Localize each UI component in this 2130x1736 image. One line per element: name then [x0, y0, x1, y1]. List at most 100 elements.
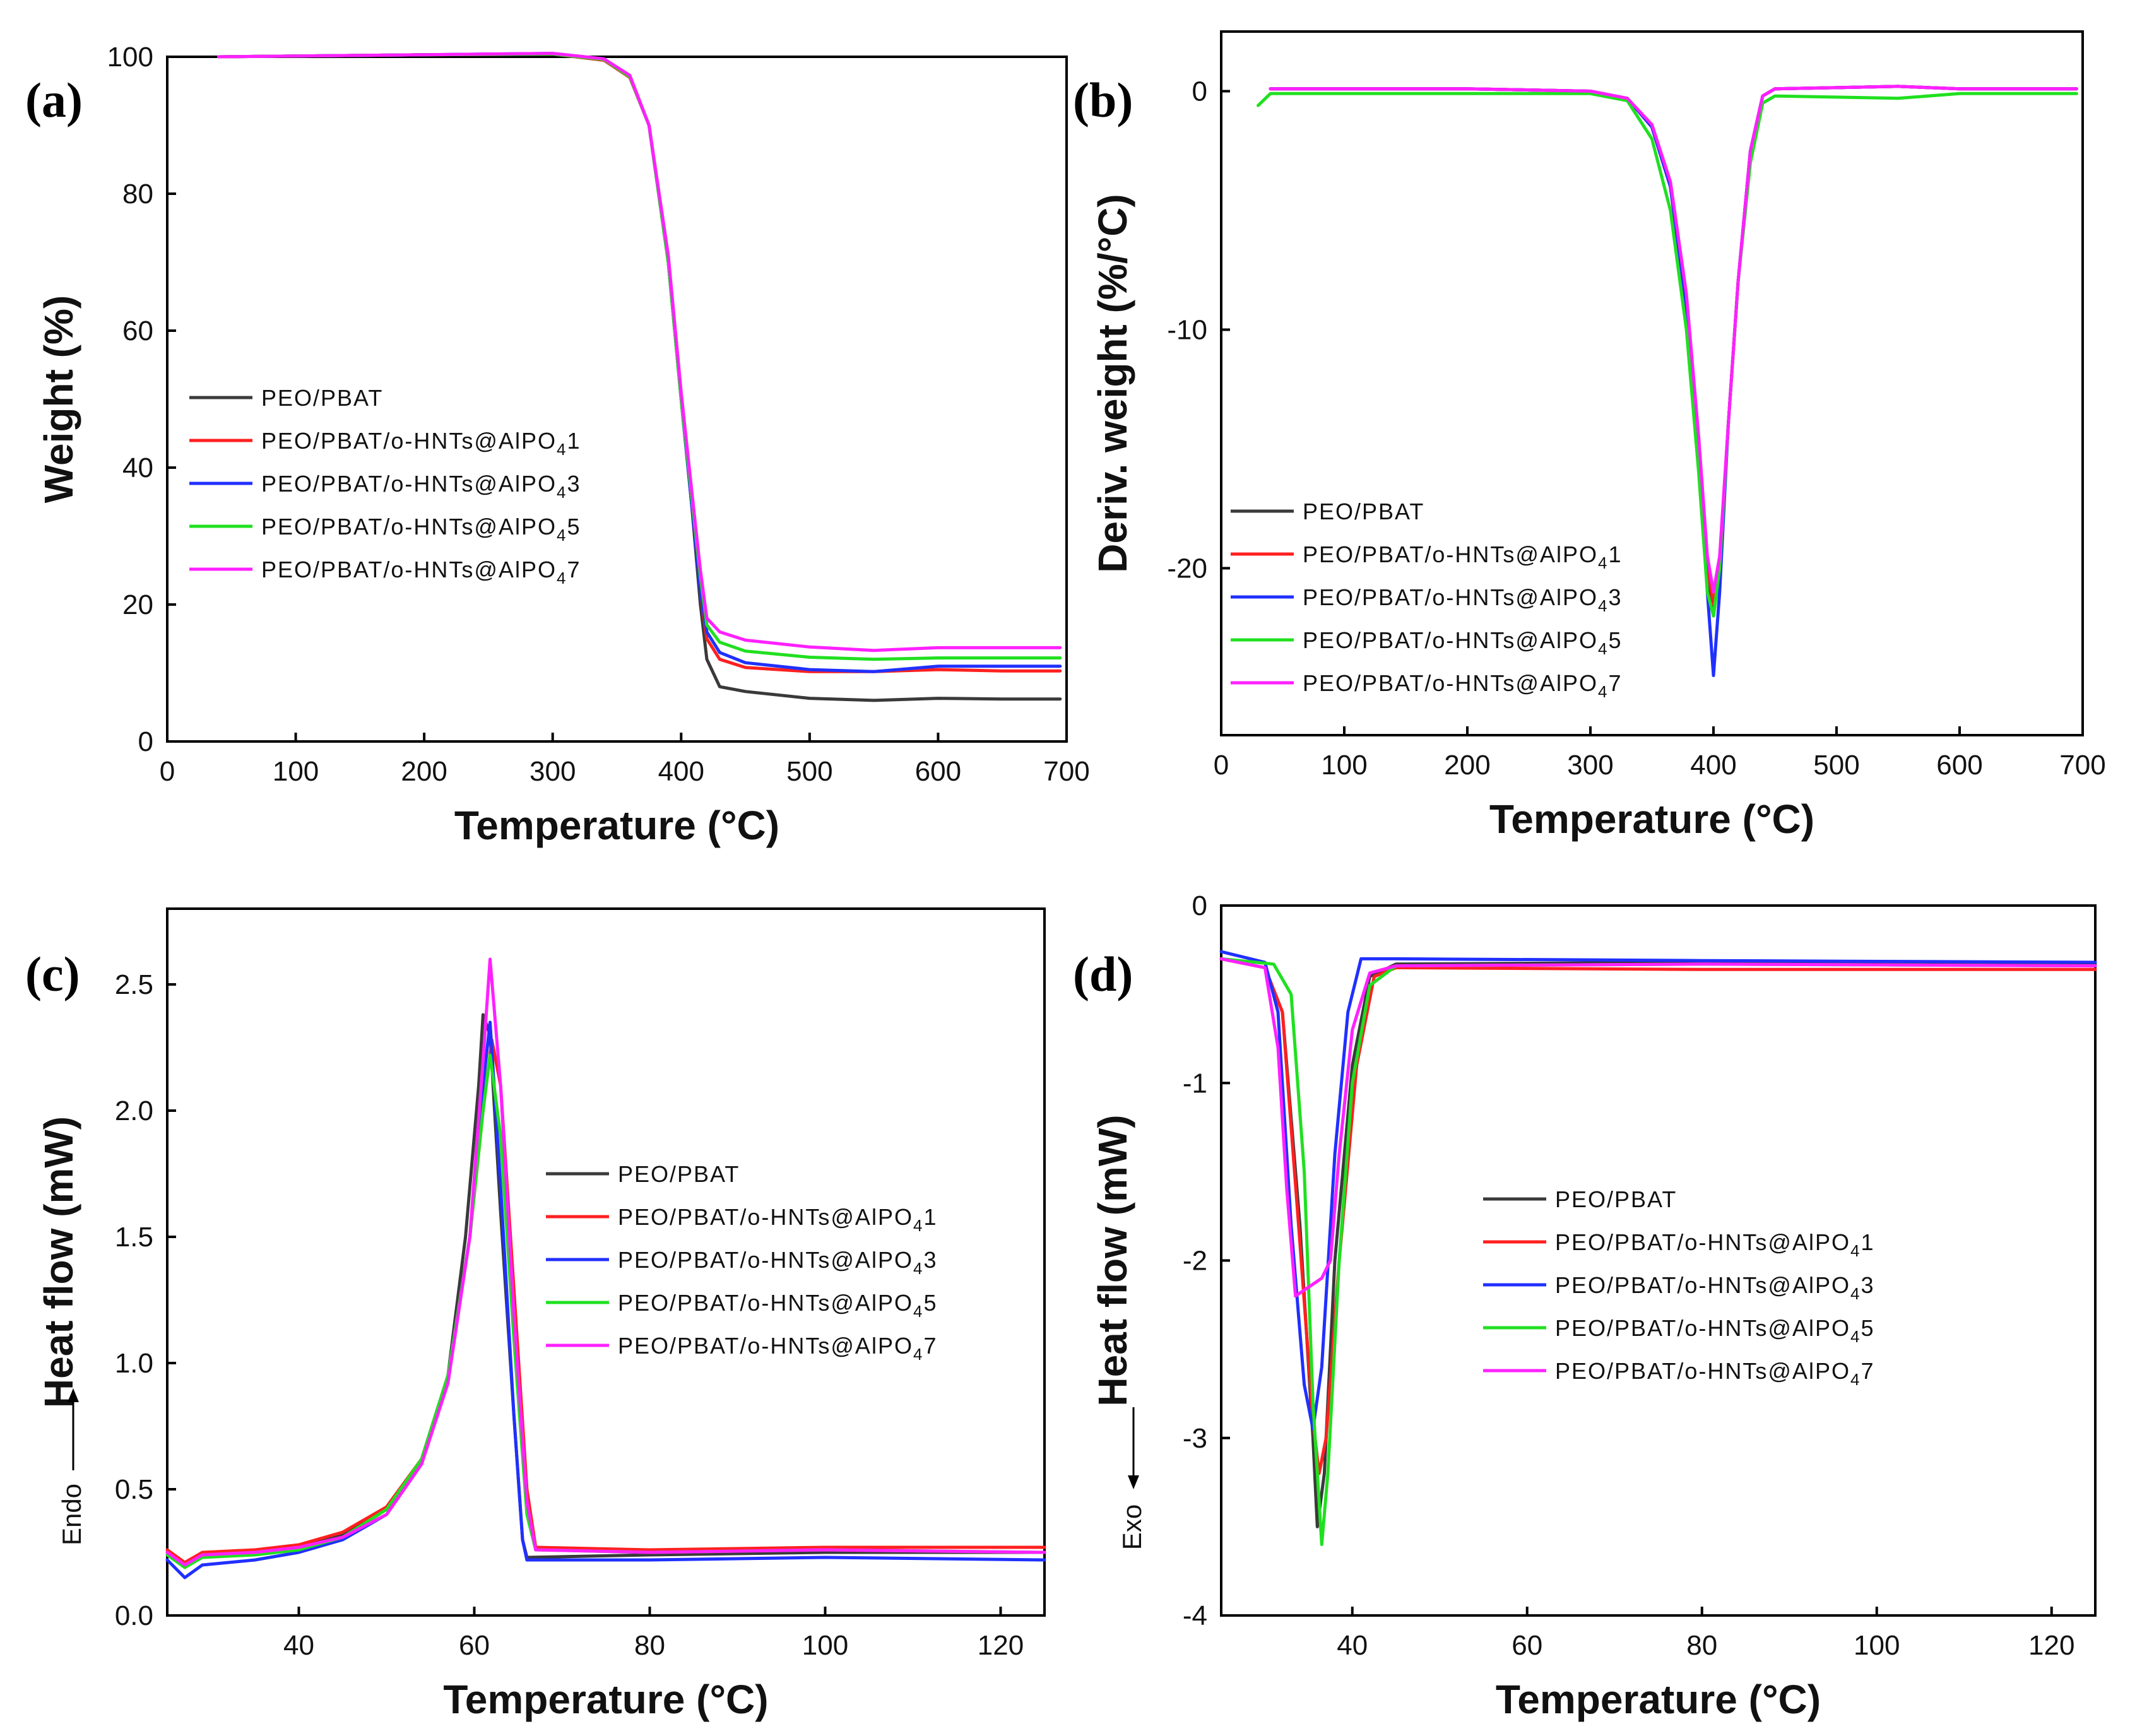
legend-suffix: 3	[1608, 584, 1622, 610]
y-tick-label: 1.0	[115, 1348, 153, 1379]
legend-label: PEO/PBAT/o-HNTs@AlPO45	[1555, 1315, 1874, 1346]
series-line-5	[1269, 85, 2078, 594]
y-tick-label: -20	[1167, 553, 1207, 584]
endo-arrow-head	[68, 1388, 79, 1402]
legend-subscript: 4	[557, 483, 567, 502]
legend-suffix: 1	[1861, 1229, 1874, 1255]
legend-name: PEO/PBAT	[261, 385, 383, 411]
x-tick-label: 0	[1214, 750, 1229, 781]
legend-suffix: 7	[1608, 670, 1622, 696]
y-axis-title: Heat flow (mW)	[36, 1116, 81, 1408]
x-tick-label: 0	[160, 756, 175, 787]
x-tick-label: 500	[786, 756, 832, 787]
legend: PEO/PBATPEO/PBAT/o-HNTs@AlPO41PEO/PBAT/o…	[1483, 1186, 1874, 1389]
plot-frame	[166, 907, 1046, 1617]
legend-suffix: 3	[923, 1247, 937, 1273]
x-axis-title: Temperature (°C)	[1496, 1677, 1821, 1722]
x-tick-label: 600	[1936, 750, 1982, 781]
legend-suffix: 3	[1861, 1272, 1874, 1298]
x-tick-label: 600	[915, 756, 961, 787]
y-tick-label: -1	[1183, 1068, 1207, 1099]
chart-panel-2: 0 100 200 300 400 500 600 700 -20 -10 0 Temperature…	[1073, 30, 2106, 842]
x-tick-label: 200	[1444, 750, 1490, 781]
legend-name: PEO/PBAT	[1303, 499, 1424, 524]
legend-label: PEO/PBAT/o-HNTs@AlPO41	[261, 428, 581, 459]
legend-label: PEO/PBAT/o-HNTs@AlPO47	[261, 557, 581, 588]
x-tick-label: 60	[459, 1630, 490, 1661]
plot-frame	[1220, 904, 2097, 1617]
y-tick-label: -4	[1183, 1600, 1207, 1631]
legend-name: PEO/PBAT/o-HNTs@AlPO	[1555, 1229, 1850, 1255]
x-tick-label: 40	[1337, 1630, 1368, 1661]
legend-suffix: 5	[567, 514, 581, 540]
legend-suffix: 5	[1608, 627, 1622, 653]
x-tick-label: 120	[978, 1630, 1024, 1661]
legend-label: PEO/PBAT/o-HNTs@AlPO47	[1555, 1358, 1874, 1389]
legend-suffix: 1	[1608, 541, 1622, 567]
series-line-5	[1219, 957, 2097, 1298]
legend-name: PEO/PBAT/o-HNTs@AlPO	[1303, 627, 1598, 653]
legend-name: PEO/PBAT/o-HNTs@AlPO	[1555, 1315, 1850, 1341]
panel-label: (c)	[25, 947, 80, 1001]
x-axis-title: Temperature (°C)	[1489, 796, 1814, 842]
legend-name: PEO/PBAT/o-HNTs@AlPO	[1303, 584, 1598, 610]
x-axis-title: Temperature (°C)	[443, 1677, 768, 1722]
legend-suffix: 7	[923, 1333, 937, 1359]
y-tick-label: 0.0	[115, 1600, 153, 1631]
legend-name: PEO/PBAT/o-HNTs@AlPO	[261, 428, 557, 454]
legend-suffix: 5	[1861, 1315, 1874, 1341]
legend-label: PEO/PBAT/o-HNTs@AlPO43	[618, 1247, 937, 1278]
y-tick-label: 1.5	[115, 1222, 153, 1253]
y-tick-label: 20	[122, 589, 153, 620]
legend-label: PEO/PBAT/o-HNTs@AlPO45	[1303, 627, 1622, 658]
legend-subscript: 4	[1598, 596, 1608, 615]
y-tick-label: 100	[107, 42, 153, 73]
legend-label: PEO/PBAT/o-HNTs@AlPO47	[618, 1333, 937, 1364]
legend-suffix: 7	[1861, 1358, 1874, 1384]
legend-subscript: 4	[1598, 553, 1608, 572]
legend-name: PEO/PBAT/o-HNTs@AlPO	[1303, 670, 1598, 696]
y-axis-title: Weight (%)	[36, 295, 81, 503]
plot-frame	[1220, 30, 2084, 736]
x-tick-label: 100	[1854, 1630, 1900, 1661]
legend-subscript: 4	[913, 1302, 923, 1321]
legend-label: PEO/PBAT	[1303, 499, 1424, 524]
y-tick-label: 2.5	[115, 969, 153, 1000]
y-tick-label: -3	[1183, 1423, 1207, 1454]
x-tick-label: 400	[658, 756, 704, 787]
x-tick-label: 120	[2028, 1630, 2074, 1661]
legend-name: PEO/PBAT/o-HNTs@AlPO	[618, 1204, 913, 1230]
series-line-2	[1269, 85, 2078, 606]
x-tick-label: 80	[1686, 1630, 1717, 1661]
panel-label: (a)	[25, 73, 83, 127]
legend-suffix: 7	[567, 557, 581, 582]
legend-label: PEO/PBAT/o-HNTs@AlPO41	[618, 1204, 937, 1235]
x-tick-label: 100	[273, 756, 319, 787]
legend-subscript: 4	[557, 569, 567, 588]
y-tick-label: 2.0	[115, 1095, 153, 1126]
legend-label: PEO/PBAT	[1555, 1186, 1677, 1212]
legend-name: PEO/PBAT/o-HNTs@AlPO	[1555, 1272, 1850, 1298]
legend-name: PEO/PBAT	[618, 1161, 740, 1187]
legend-label: PEO/PBAT/o-HNTs@AlPO43	[1303, 584, 1622, 615]
legend: PEO/PBATPEO/PBAT/o-HNTs@AlPO41PEO/PBAT/o…	[546, 1161, 937, 1364]
legend-name: PEO/PBAT/o-HNTs@AlPO	[1303, 541, 1598, 567]
legend-name: PEO/PBAT/o-HNTs@AlPO	[261, 557, 557, 582]
legend-name: PEO/PBAT/o-HNTs@AlPO	[1555, 1358, 1850, 1384]
legend-subscript: 4	[913, 1345, 923, 1364]
series-line-3	[1219, 950, 2097, 1431]
legend-label: PEO/PBAT/o-HNTs@AlPO41	[1303, 541, 1622, 572]
y-axis-title: Deriv. weight (%/°C)	[1090, 194, 1135, 572]
legend-subscript: 4	[913, 1259, 923, 1278]
legend-subscript: 4	[1598, 682, 1608, 701]
y-tick-label: 80	[122, 179, 153, 210]
legend-name: PEO/PBAT/o-HNTs@AlPO	[618, 1247, 913, 1273]
chart-panel-3: 40 60 80 100 120 0.0 0.5 1.0 1.5 2.0 2.5 Temperatur…	[25, 907, 1046, 1722]
legend-subscript: 4	[1850, 1241, 1861, 1260]
y-tick-label: 0	[138, 726, 153, 757]
legend-label: PEO/PBAT/o-HNTs@AlPO45	[261, 514, 581, 545]
legend-suffix: 5	[923, 1290, 937, 1316]
x-tick-label: 700	[2059, 750, 2105, 781]
x-tick-label: 100	[802, 1630, 848, 1661]
x-tick-label: 400	[1690, 750, 1736, 781]
